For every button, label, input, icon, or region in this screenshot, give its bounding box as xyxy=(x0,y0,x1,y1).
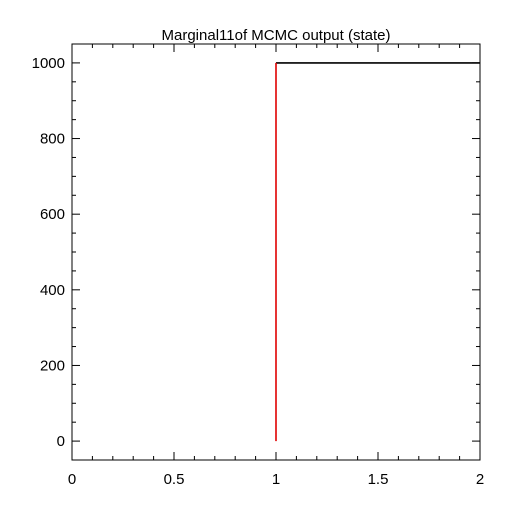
x-tick-label: 0.5 xyxy=(164,471,185,488)
y-tick-label: 600 xyxy=(40,206,65,223)
y-tick-label: 400 xyxy=(40,282,65,299)
x-tick-label: 1 xyxy=(272,471,280,488)
y-tick-label: 800 xyxy=(40,131,65,148)
chart-title: Marginal11of MCMC output (state) xyxy=(162,27,391,44)
y-tick-label: 200 xyxy=(40,357,65,374)
tick-labels: 0 0.5 1 1.5 2 0 200 400 600 800 1000 xyxy=(32,55,485,488)
x-tick-label: 0 xyxy=(68,471,76,488)
axis-ticks xyxy=(71,43,481,461)
series-group xyxy=(275,62,480,442)
x-tick-label: 2 xyxy=(476,471,484,488)
y-tick-label: 1000 xyxy=(32,55,65,72)
y-tick-label: 0 xyxy=(57,433,65,450)
x-tick-label: 1.5 xyxy=(368,471,389,488)
